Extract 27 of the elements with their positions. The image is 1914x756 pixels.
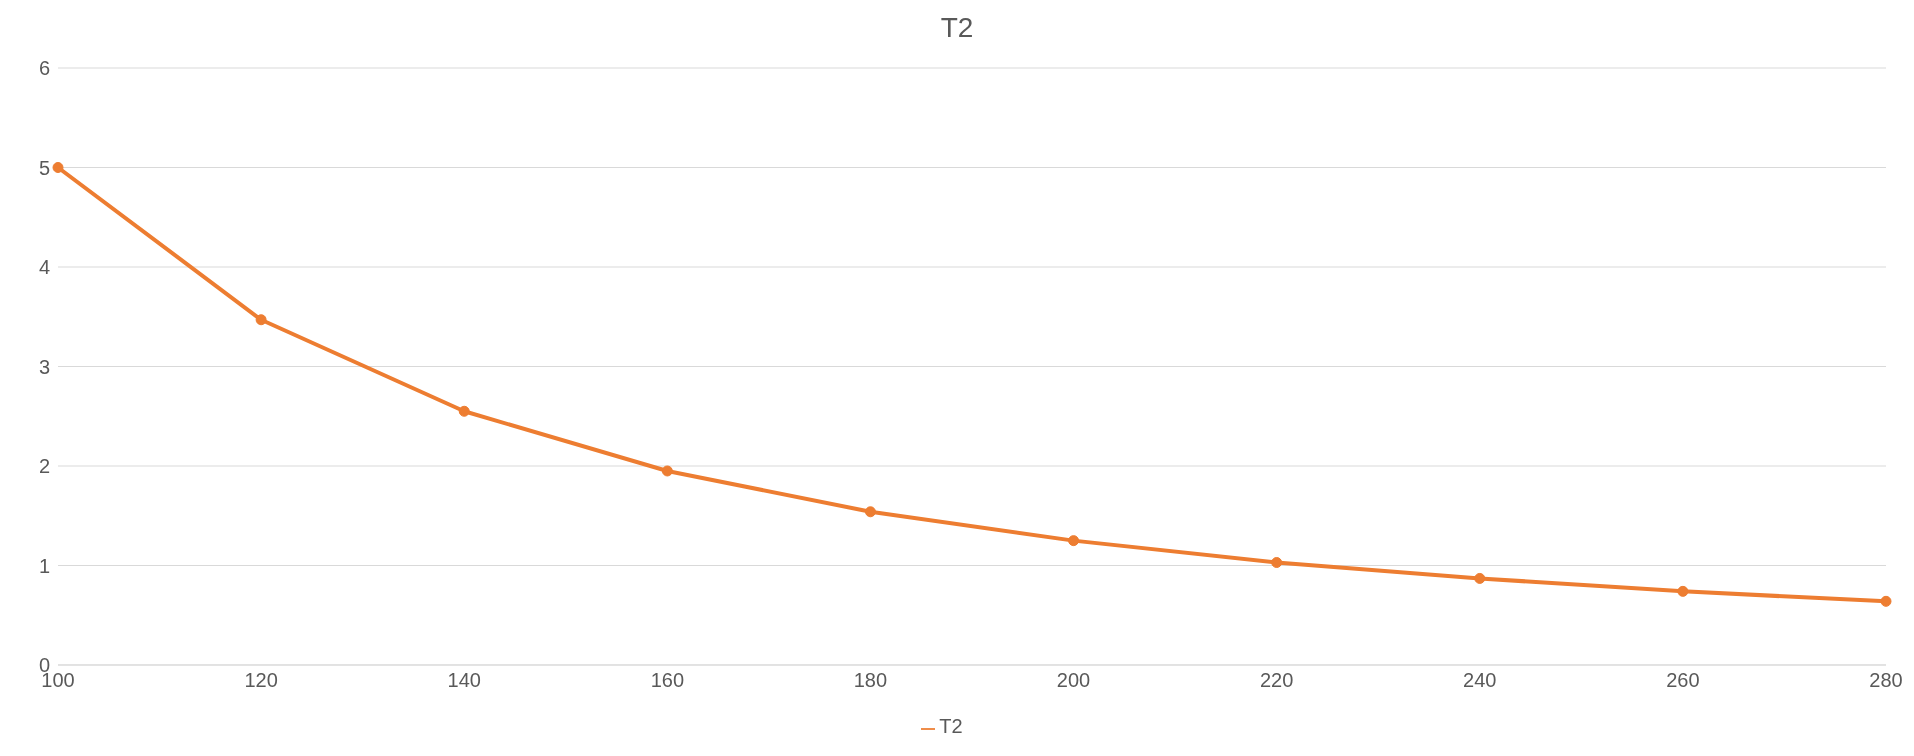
x-tick-label: 180	[853, 669, 888, 692]
x-tick-label: 160	[650, 669, 685, 692]
point	[1474, 572, 1486, 584]
y-tick-label: 5	[38, 156, 50, 179]
x-tick-label: 120	[244, 669, 278, 692]
y-tick-label: 1	[38, 554, 50, 577]
x-tick-label: 140	[447, 669, 481, 692]
x-tick-label: 260	[1666, 669, 1700, 692]
legend-label: T2	[939, 715, 963, 737]
point	[661, 465, 673, 477]
y-tick-label: 3	[38, 355, 50, 378]
point	[1677, 585, 1689, 597]
point	[1271, 557, 1283, 569]
point	[1068, 535, 1080, 547]
point	[1880, 595, 1892, 607]
point	[864, 506, 876, 518]
x-tick-label: 200	[1056, 669, 1091, 692]
point	[52, 162, 64, 173]
y-tick-label: 6	[38, 57, 50, 80]
x-tick-label: 220	[1259, 669, 1294, 692]
y-tick-label: 2	[38, 455, 50, 478]
x-tick-label: 280	[1869, 669, 1903, 692]
x-tick-label: 240	[1463, 669, 1497, 692]
chart-title: T2	[939, 11, 975, 45]
point	[255, 314, 267, 326]
point	[458, 405, 470, 417]
y-tick-label: 4	[38, 256, 50, 279]
